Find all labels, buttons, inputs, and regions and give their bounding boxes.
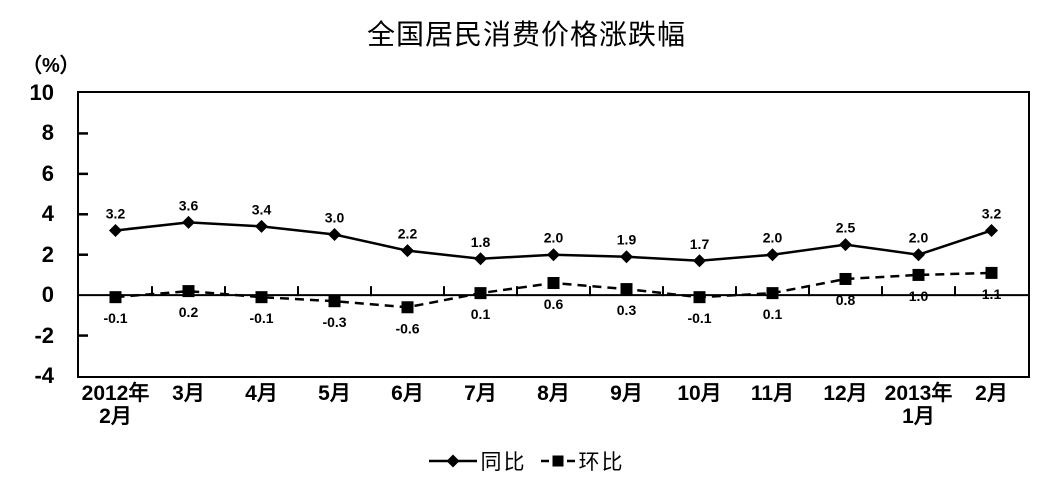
series-yoy-data-label: 1.7 [690,236,710,252]
x-axis-category-label: 2012年 2月 [81,382,150,428]
chart-title: 全国居民消费价格涨跌幅 [366,18,686,51]
y-axis-tick-label: 2 [41,241,54,267]
series-mom-marker [839,272,852,285]
series-mom-data-label: 0.1 [763,306,783,322]
series-mom-data-label: 0.3 [617,302,637,318]
plot-svg: 3.2 3.6 3.4 3.0 2.2 1.8 2.0 1.9 1.7 2.0 2.5 2.0 3.2 -… [79,132,1028,337]
x-axis-category-label: 3月 [172,382,205,405]
y-axis-tick-label: 10 [29,80,54,105]
x-axis-category-label: 12月 [823,382,868,405]
series-yoy-marker [401,244,414,258]
series-yoy-data-label: 2.5 [836,220,856,236]
series-mom-marker [912,268,925,281]
series-yoy-marker [547,248,560,262]
legend-sample-dashed-square-icon [540,455,575,467]
series-yoy-data-label: 2.0 [544,230,564,246]
series-yoy-data-label: 2.2 [398,226,418,242]
series-mom-marker [474,287,487,300]
series-mom-data-label: 1.1 [982,286,1002,302]
series-mom-marker [182,285,195,298]
series-yoy-marker [182,215,195,229]
series-mom-data-label: 1.0 [909,288,929,304]
series-mom-marker [547,277,560,290]
series-yoy-data-label: 2.0 [909,230,929,246]
legend-sample-solid-diamond-icon [428,454,477,468]
series-yoy-data-label: 1.8 [471,234,491,250]
x-axis-category-label: 5月 [318,382,351,405]
series-mom-data-label: -0.3 [322,314,346,330]
x-axis-category-label: 11月 [750,382,795,405]
series-yoy-data-label: 3.6 [179,197,199,213]
series-yoy-marker [912,248,925,262]
series-yoy-marker [693,254,706,268]
series-mom-marker [328,295,341,308]
y-axis-tick-label: 4 [41,201,54,227]
x-axis-category-label: 9月 [610,382,643,405]
series-mom-data-label: -0.6 [395,320,419,336]
series-yoy-marker [328,228,341,241]
legend-label-mom: 环比 [578,450,625,474]
y-axis-tick-label: 6 [41,160,54,186]
y-axis-tick-label: -4 [34,363,54,388]
series-yoy-marker [474,252,487,266]
x-axis-category-label: 2013年 1月 [884,382,953,428]
series-mom-marker [255,291,268,304]
series-yoy-data-label: 3.2 [982,205,1002,221]
y-axis-unit-label: （%） [22,55,80,77]
x-axis-category-label: 10月 [677,382,722,405]
series-mom-marker [109,291,122,304]
series-yoy-marker [620,250,633,264]
series-mom-marker [985,266,998,279]
series-mom-marker [693,291,706,304]
series-mom-data-label: 0.1 [471,306,491,322]
legend-item-yoy: 同比 [428,446,527,476]
x-axis-category-label: 2月 [975,382,1008,405]
series-yoy-data-label: 3.2 [106,205,126,221]
plot-area: 3.2 3.6 3.4 3.0 2.2 1.8 2.0 1.9 1.7 2.0 2.5 2.0 3.2 -… [77,91,1030,378]
series-yoy-data-label: 2.0 [763,230,783,246]
series-mom-data-label: -0.1 [103,310,127,326]
legend: 同比 环比 [0,446,1053,476]
x-axis-category-label: 8月 [537,382,570,405]
series-mom-marker [401,301,414,314]
series-yoy-data-label: 3.0 [325,210,345,226]
x-axis-category-label: 7月 [464,382,497,405]
series-mom-marker [766,287,779,300]
series-yoy-marker [109,223,122,237]
series-mom-data-label: 0.6 [544,296,564,312]
legend-item-mom: 环比 [540,446,625,476]
series-yoy-data-label: 3.4 [252,201,272,217]
x-axis-category-label: 4月 [245,382,278,405]
y-axis-tick-label: 8 [41,120,54,146]
series-yoy-marker [985,223,998,237]
series-mom-data-label: 0.8 [836,292,856,308]
y-axis-tick-label: -2 [34,322,54,348]
series-mom-data-label: 0.2 [179,304,199,320]
y-axis-tick-label: 0 [41,282,54,308]
x-axis-category-label: 6月 [391,382,424,405]
series-mom-data-label: -0.1 [249,310,273,326]
series-mom-marker [620,283,633,296]
series-mom-data-label: -0.1 [687,310,711,326]
series-yoy-marker [839,238,852,252]
series-yoy-marker [255,219,268,233]
series-yoy-marker [766,248,779,262]
legend-label-yoy: 同比 [480,450,527,474]
series-yoy-data-label: 1.9 [617,232,637,248]
